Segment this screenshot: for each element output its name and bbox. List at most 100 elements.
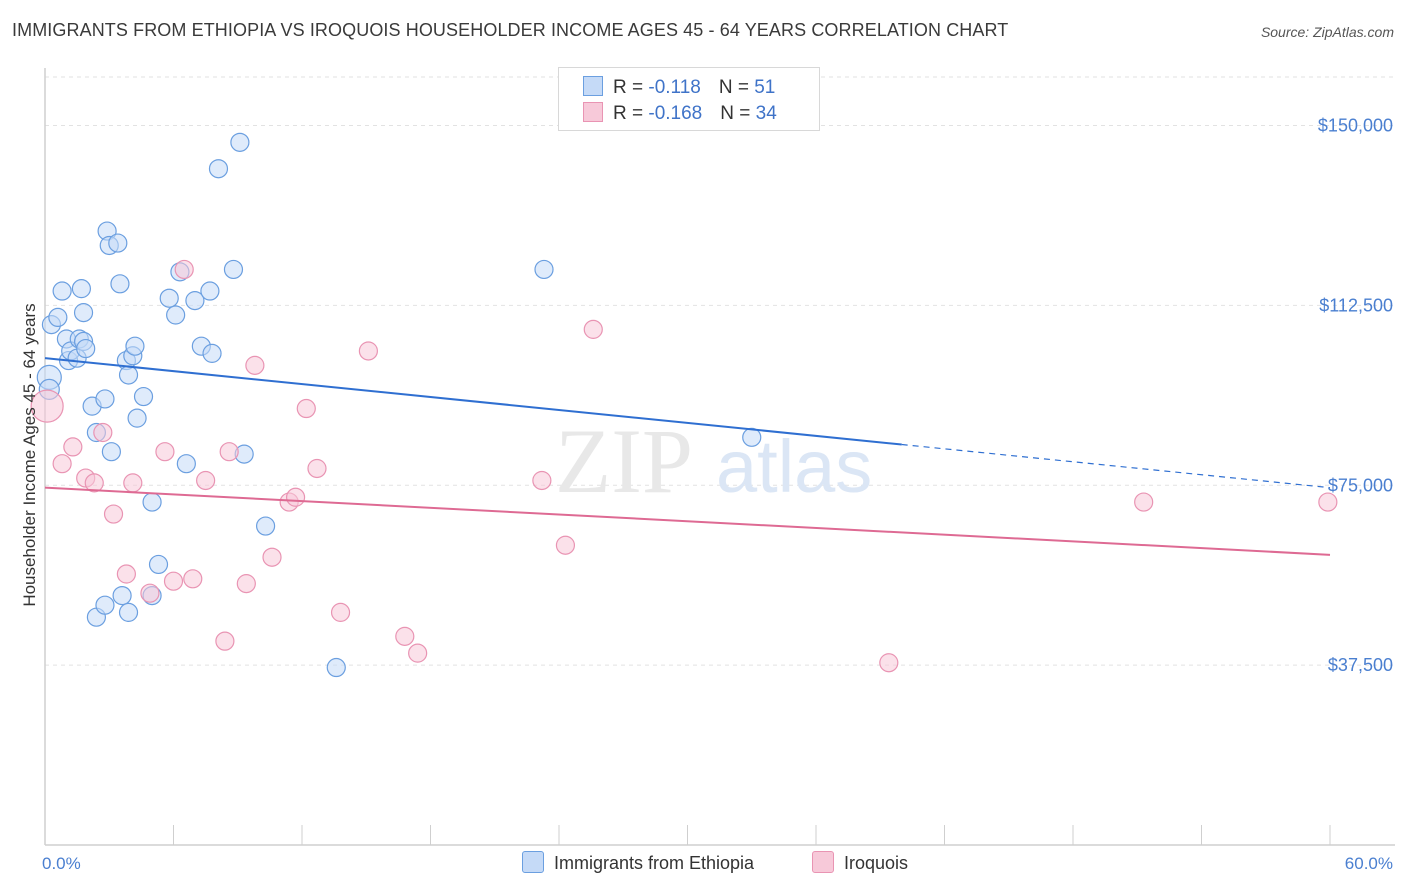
ethiopia-point bbox=[52, 281, 72, 301]
iroquois-point bbox=[1134, 492, 1154, 512]
ethiopia-point bbox=[133, 386, 154, 407]
ethiopia-trend-line bbox=[44, 357, 902, 446]
ethiopia-point bbox=[223, 259, 244, 280]
iroquois-point bbox=[236, 574, 256, 594]
ethiopia-point bbox=[108, 233, 128, 253]
y-tick-label: $37,500 bbox=[1328, 655, 1393, 675]
trend-lines bbox=[44, 357, 1331, 556]
legend-swatch-iroquois bbox=[812, 851, 834, 873]
ethiopia-point bbox=[148, 554, 169, 575]
iroquois-point bbox=[52, 454, 72, 474]
source-label: Source: ZipAtlas.com bbox=[1260, 24, 1394, 40]
ethiopia-point bbox=[76, 338, 96, 359]
ethiopia-point bbox=[125, 336, 145, 356]
ethiopia-point bbox=[110, 274, 130, 294]
iroquois-point bbox=[163, 571, 184, 591]
ethiopia-point bbox=[73, 303, 94, 323]
iroquois-point bbox=[395, 626, 415, 646]
iroquois-point bbox=[219, 442, 239, 462]
ethiopia-point bbox=[200, 281, 220, 301]
iroquois-point bbox=[93, 422, 113, 443]
legend-label-iroquois: Iroquois bbox=[844, 853, 909, 873]
y-tick-label: $75,000 bbox=[1328, 475, 1393, 495]
iroquois-point bbox=[555, 535, 576, 555]
iroquois-point bbox=[174, 259, 194, 280]
y-axis-label: Householder Income Ages 45 - 64 years bbox=[20, 303, 39, 606]
legend-r-label: R = bbox=[613, 103, 649, 124]
axes bbox=[44, 68, 1395, 846]
legend-r-value: -0.168 bbox=[648, 103, 703, 124]
y-tick-label: $150,000 bbox=[1318, 116, 1393, 136]
iroquois-point bbox=[116, 564, 136, 584]
ethiopia-point bbox=[118, 602, 139, 622]
legend-row-iroquois: R = -0.168 N = 34 bbox=[583, 102, 777, 126]
ethiopia-point bbox=[534, 259, 554, 280]
legend-r-value: -0.118 bbox=[648, 77, 701, 98]
ethiopia-point bbox=[185, 291, 205, 311]
iroquois-point bbox=[262, 547, 282, 567]
legend-item-ethiopia: Immigrants from Ethiopia bbox=[522, 851, 754, 874]
iroquois-point bbox=[358, 341, 378, 361]
legend-swatch-ethiopia bbox=[583, 76, 603, 96]
legend-n-value: 34 bbox=[755, 103, 777, 124]
ethiopia-point bbox=[176, 454, 196, 474]
iroquois-point bbox=[296, 398, 316, 419]
ethiopia-point bbox=[71, 279, 92, 299]
ethiopia-point bbox=[166, 305, 186, 325]
ethiopia-point bbox=[48, 307, 68, 328]
iroquois-point bbox=[140, 583, 160, 603]
legend-n-label: N = bbox=[720, 103, 756, 124]
iroquois-point bbox=[183, 569, 203, 589]
iroquois-point bbox=[123, 473, 143, 493]
iroquois-point bbox=[155, 442, 175, 462]
legend-swatch-iroquois bbox=[583, 102, 603, 122]
iroquois-point bbox=[285, 487, 306, 507]
iroquois-point bbox=[583, 319, 603, 339]
iroquois-point bbox=[532, 470, 552, 491]
legend-label-ethiopia: Immigrants from Ethiopia bbox=[554, 853, 755, 873]
iroquois-point bbox=[330, 602, 351, 622]
ethiopia-point bbox=[112, 585, 132, 606]
ethiopia-point bbox=[742, 427, 762, 447]
ethiopia-point bbox=[202, 343, 222, 363]
stats-legend: R = -0.118 N = 51 R = -0.168 N = 34 bbox=[558, 67, 820, 131]
x-tick-label: 60.0% bbox=[1345, 854, 1393, 873]
series-legend: Immigrants from Ethiopia Iroquois bbox=[0, 851, 1406, 879]
iroquois-point bbox=[215, 631, 235, 651]
iroquois-point bbox=[245, 355, 265, 375]
iroquois-point bbox=[30, 389, 64, 423]
iroquois-trend-line bbox=[44, 486, 1331, 556]
ethiopia-point bbox=[142, 492, 162, 512]
ethiopia-point bbox=[95, 595, 115, 615]
watermark-atlas: atlas bbox=[716, 425, 872, 508]
chart-title: IMMIGRANTS FROM ETHIOPIA VS IROQUOIS HOU… bbox=[12, 20, 1009, 40]
legend-item-iroquois: Iroquois bbox=[812, 851, 908, 874]
legend-r-label: R = bbox=[613, 77, 649, 98]
ethiopia-point bbox=[230, 132, 250, 152]
iroquois-point bbox=[408, 643, 428, 663]
ethiopia-point bbox=[101, 442, 121, 462]
ethiopia-point bbox=[118, 365, 139, 385]
y-tick-label: $112,500 bbox=[1319, 295, 1393, 315]
iroquois-point bbox=[196, 470, 216, 491]
legend-row-ethiopia: R = -0.118 N = 51 bbox=[583, 76, 775, 100]
ethiopia-trend-extension bbox=[901, 443, 1331, 489]
iroquois-point bbox=[103, 504, 124, 524]
ethiopia-point bbox=[326, 657, 346, 678]
ethiopia-point bbox=[208, 159, 229, 179]
tick-labels: $37,500 $75,000 $112,500 $150,000 0.0% 60.0% bbox=[42, 116, 1393, 873]
iroquois-point bbox=[879, 653, 899, 673]
x-tick-label: 0.0% bbox=[42, 854, 81, 873]
watermark-zip: ZIP bbox=[555, 410, 693, 512]
data-points bbox=[30, 132, 1338, 678]
iroquois-point bbox=[84, 473, 104, 493]
legend-n-value: 51 bbox=[754, 77, 776, 98]
ethiopia-point bbox=[159, 288, 179, 308]
iroquois-point bbox=[1318, 492, 1338, 512]
legend-swatch-ethiopia bbox=[522, 851, 544, 873]
ethiopia-point bbox=[255, 516, 276, 536]
ethiopia-point bbox=[95, 389, 115, 409]
iroquois-point bbox=[307, 458, 327, 479]
legend-n-label: N = bbox=[718, 77, 755, 98]
